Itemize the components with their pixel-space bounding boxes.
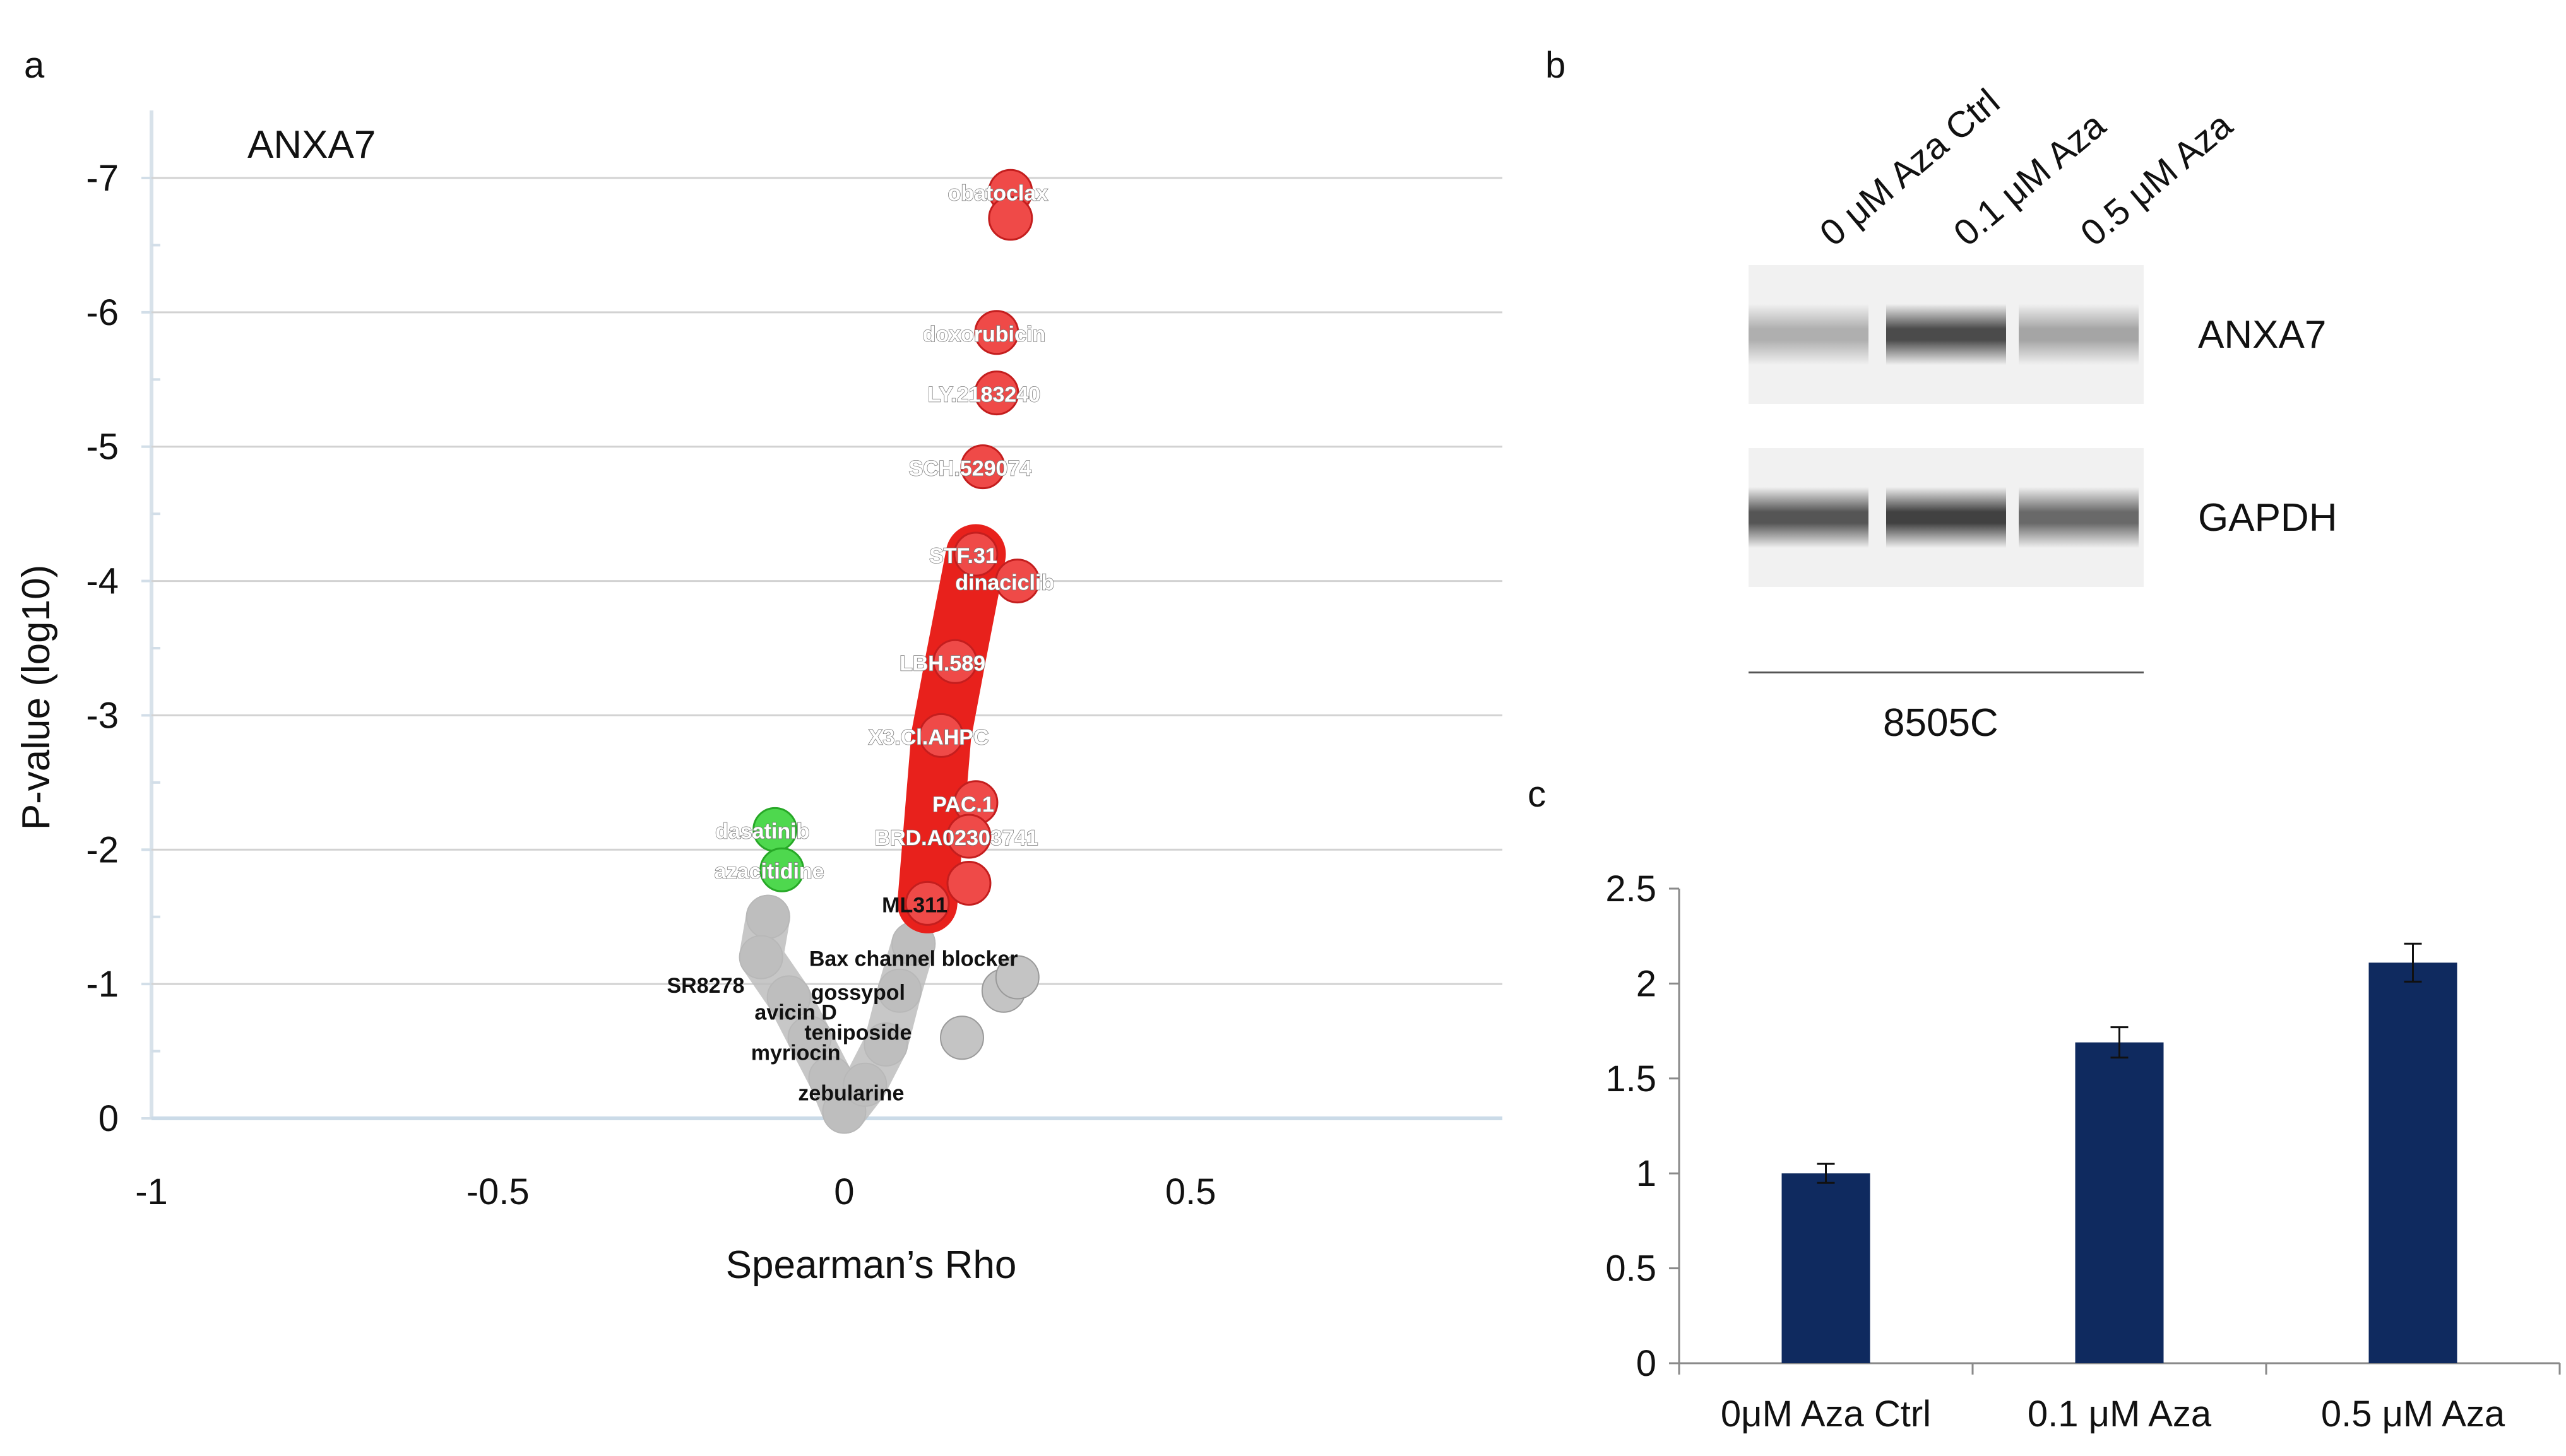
volcano-point-label: SCH.529074 [909,457,1032,481]
volcano-point-label: dinaciclib [955,571,1054,595]
bar-category-label: 0μM Aza Ctrl [1721,1394,1931,1435]
bar-2 [2368,962,2457,1363]
volcano-point-gray [995,955,1040,1000]
volcano-annotation: myriocin [751,1041,841,1065]
volcano-gray-cloud [739,894,936,1134]
volcano-y-tick-label: -2 [86,829,119,870]
bar-y-tick-label: 1 [1636,1153,1656,1194]
volcano-point-red [953,531,999,577]
volcano-x-tick-label: -0.5 [466,1171,530,1212]
volcano-point-green [759,847,805,892]
volcano-point-label: BRD.A02303741 [875,826,1038,850]
volcano-y-axis-label: P-value (log10) [15,565,58,830]
volcano-annotation: Bax channel blocker [809,947,1018,971]
volcano-point-label: doxorubicin [923,323,1046,346]
volcano-annotation: avicin D [754,1001,836,1025]
volcano-point-label: dasatinib [715,819,809,843]
blot-band [1886,265,2006,404]
volcano-red-cloud [897,524,1006,933]
volcano-y-tick-label: 0 [98,1098,119,1139]
volcano-point-red [974,310,1019,355]
blot-cell-line-label: 8505C [1883,701,1999,745]
volcano-annotation: SR8278 [667,974,745,998]
volcano-point-label: azacitidine [715,860,824,884]
volcano-point-label: LBH.589 [900,651,985,675]
volcano-x-tick-label: -1 [135,1171,168,1212]
blot-band [2019,448,2139,587]
volcano-point-red [905,880,950,926]
blot-band [2019,265,2139,404]
volcano-point-red [988,196,1033,241]
panel-letter-a: a [24,45,45,86]
volcano-x-tick-label: 0 [834,1171,854,1212]
bar-1 [2075,1042,2164,1363]
blot-band [1886,448,2006,587]
volcano-point-gray [940,1015,984,1060]
blot-band [1749,448,1868,587]
blot-cell-line-divider [1749,672,2144,673]
volcano-point-red [918,713,964,758]
volcano-point-red [995,559,1040,604]
volcano-point-red [932,639,978,684]
bar-y-tick-label: 0 [1636,1343,1656,1384]
volcano-point-label: STF.31 [929,544,997,568]
volcano-y-tick-label: -1 [86,964,119,1005]
volcano-point-label: X3.Cl.AHPC [869,725,989,749]
volcano-point-label: ML311 [882,893,947,917]
volcano-point-label: LY.2183240 [928,383,1040,407]
volcano-title: ANXA7 [247,123,376,167]
blot-row-gapdh [1749,448,2144,587]
volcano-y-tick-label: -4 [86,561,119,602]
bar-category-label: 0.5 μM Aza [2321,1394,2505,1435]
volcano-x-axis-label: Spearman’s Rho [726,1243,1017,1287]
panel-letter-c: c [1528,774,1546,815]
bar-y-tick-label: 2.5 [1605,868,1656,909]
volcano-annotation: zebularine [798,1081,904,1105]
volcano-point-red [946,814,992,859]
volcano-point-red [946,861,992,906]
volcano-annotation: gossypol [811,981,905,1005]
volcano-y-tick-label: -6 [86,292,119,333]
blot-protein-label-anxa7: ANXA7 [2198,313,2327,357]
panel-letter-b: b [1545,45,1566,86]
volcano-x-tick-label: 0.5 [1165,1171,1216,1212]
volcano-y-tick-label: -5 [86,427,119,468]
bar-y-tick-label: 2 [1636,963,1656,1004]
blot-band [1749,265,1868,404]
volcano-y-tick-label: -3 [86,695,119,736]
blot-row-anxa7 [1749,265,2144,404]
bar-0 [1781,1173,1870,1363]
blot-protein-label-gapdh: GAPDH [2198,496,2337,540]
volcano-y-tick-label: -7 [86,158,119,199]
volcano-point-label: PAC.1 [932,793,994,817]
volcano-point-label: obatoclax [947,181,1048,205]
volcano-point-red [960,444,1006,490]
bar-y-tick-label: 0.5 [1605,1248,1656,1289]
bar-category-label: 0.1 μM Aza [2028,1394,2212,1435]
volcano-plot: -7 -6 -5 -4 -3 -2 -1 0 -1 -0.5 0 0.5 obatoclax doxor… [15,110,1502,1287]
volcano-point-red [974,370,1019,416]
volcano-annotation: teniposide [804,1021,912,1045]
bar-y-tick-label: 1.5 [1605,1058,1656,1099]
